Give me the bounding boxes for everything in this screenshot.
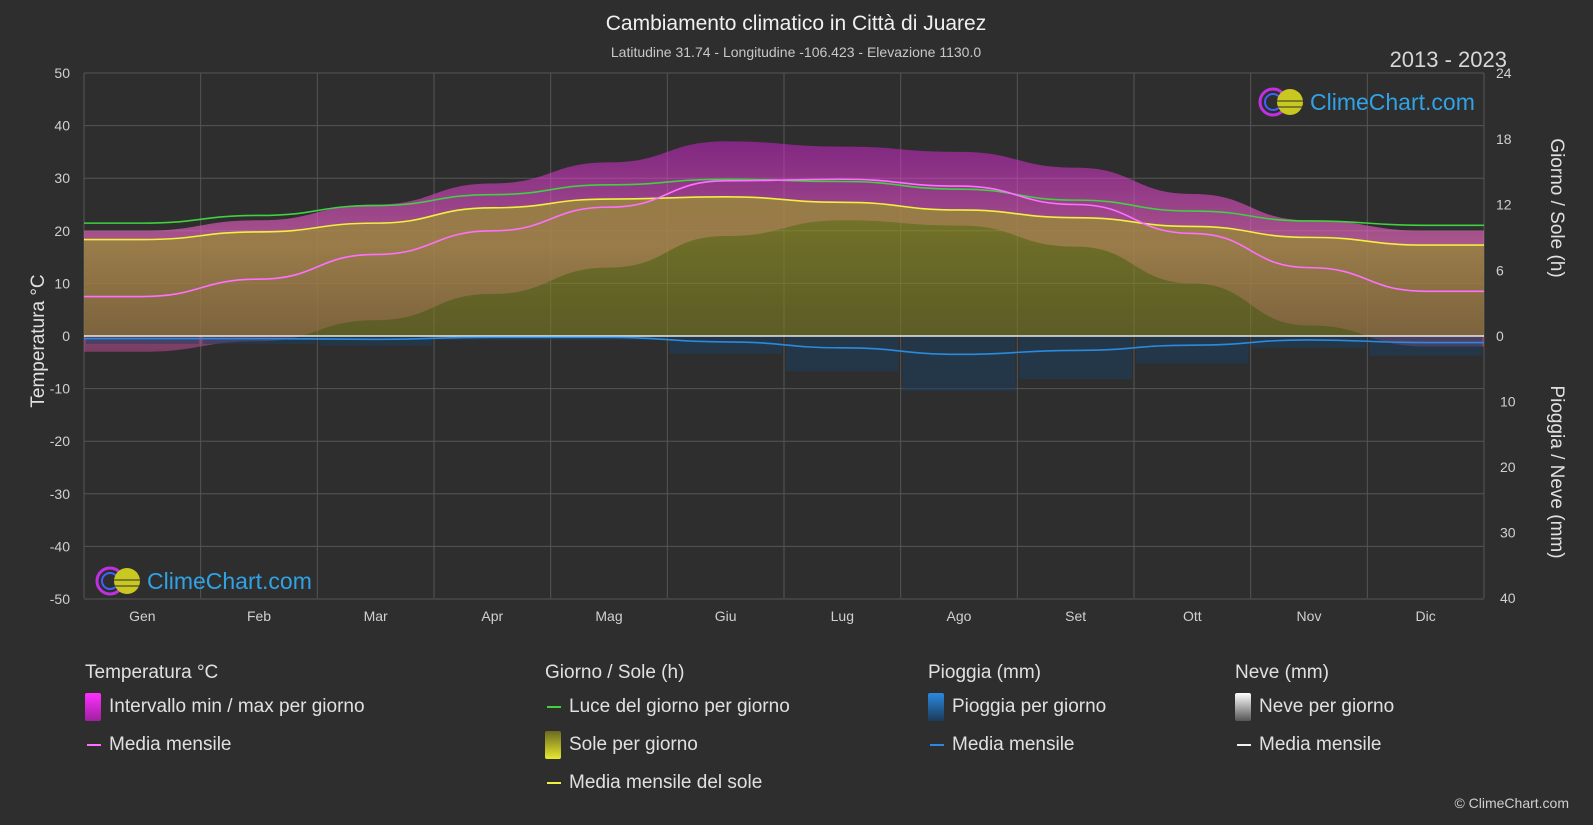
y-left-tick-label: -10: [50, 381, 70, 397]
y-left-tick-label: -50: [50, 591, 70, 607]
legend-heading: Pioggia (mm): [928, 662, 1041, 683]
legend-item: Media mensile del sole: [545, 764, 790, 802]
sun-area: [84, 196, 1484, 336]
legend-item: Media mensile: [1235, 726, 1394, 764]
y-right-top-tick-label: 24: [1496, 65, 1512, 81]
legend-label: Pioggia per giorno: [952, 696, 1107, 717]
legend-label: Media mensile: [109, 734, 232, 755]
legend-label: Media mensile: [952, 734, 1075, 755]
y-left-tick-label: -20: [50, 433, 70, 449]
rain-bar: [319, 336, 432, 346]
legend-item: Luce del giorno per giorno: [545, 688, 790, 726]
x-tick-label: Ott: [1183, 608, 1202, 624]
y-right-top-tick-label: 6: [1496, 262, 1504, 278]
x-tick-label: Lug: [831, 608, 854, 624]
y-right-top-tick-label: 0: [1496, 328, 1504, 344]
legend-temperature: Temperatura °C Intervallo min / max per …: [85, 662, 365, 764]
x-tick-label: Nov: [1297, 608, 1322, 624]
x-tick-label: Mar: [364, 608, 388, 624]
legend-label: Media mensile del sole: [569, 772, 763, 793]
rain-bar: [902, 336, 1016, 392]
year-range: 2013 - 2023: [1390, 47, 1507, 72]
legend-label: Intervallo min / max per giorno: [109, 696, 365, 717]
brand-logo-bottom: ClimeChart.com: [95, 565, 312, 597]
x-tick-label: Dic: [1416, 608, 1436, 624]
rain-bar: [1019, 336, 1132, 380]
rain-bar: [86, 336, 199, 344]
chart-title: Cambiamento climatico in Città di Juarez: [606, 12, 986, 35]
sun-mean-swatch: [547, 782, 561, 784]
temp-mean-swatch: [87, 744, 101, 746]
legend-item: Sole per giorno: [545, 726, 790, 764]
y-right-bottom-tick-label: 40: [1500, 590, 1516, 606]
x-tick-label: Mag: [595, 608, 622, 624]
y-right-top-tick-label: 18: [1496, 131, 1512, 147]
rain-mean-line: [84, 336, 1484, 356]
legend-label: Neve per giorno: [1259, 696, 1395, 717]
y-left-tick-label: 20: [54, 223, 70, 239]
y-left-tick-label: 50: [54, 65, 70, 81]
legend-label: Sole per giorno: [569, 734, 698, 755]
climechart-logo-icon: [1258, 87, 1303, 117]
y-left-tick-label: 10: [54, 275, 70, 291]
sun-swatch: [545, 731, 561, 759]
sun-mean-line: [84, 196, 1484, 246]
x-tick-label: Feb: [247, 608, 271, 624]
x-tick-label: Ago: [947, 608, 972, 624]
rain-bar: [669, 336, 782, 354]
y-left-tick-label: 30: [54, 170, 70, 186]
brand-text: ClimeChart.com: [1310, 88, 1475, 115]
x-tick-label: Gen: [129, 608, 155, 624]
legend-heading: Neve (mm): [1235, 662, 1329, 683]
y-left-tick-label: 40: [54, 118, 70, 134]
y-left-tick-label: -30: [50, 486, 70, 502]
rain-mean-swatch: [930, 744, 944, 746]
brand-logo-top: ClimeChart.com: [1258, 86, 1475, 118]
rain-bar: [1252, 336, 1366, 348]
copyright: © ClimeChart.com: [1454, 795, 1569, 811]
legend-snow: Neve (mm) Neve per giorno Media mensile: [1235, 662, 1394, 764]
daylight-swatch: [547, 706, 561, 708]
y-right-bottom-tick-label: 20: [1500, 459, 1516, 475]
snow-mean-swatch: [1237, 744, 1251, 746]
legend-item: Intervallo min / max per giorno: [85, 688, 365, 726]
legend-item: Media mensile: [85, 726, 365, 764]
snow-swatch: [1235, 693, 1251, 721]
rain-bar: [202, 336, 316, 344]
plot-area: 50 40 30 20 10 0 -10 -20 -30 -40 -50 24 18 12 6 0 10 20 30…: [50, 65, 1516, 624]
y-right-bottom-tick-label: 30: [1500, 525, 1516, 541]
y-right-top-tick-label: 12: [1496, 197, 1512, 213]
temp-mean-line: [84, 178, 1484, 298]
rain-bar: [1369, 336, 1482, 356]
x-tick-label: Apr: [481, 608, 503, 624]
legend-heading: Temperatura °C: [85, 662, 219, 683]
chart-subtitle: Latitudine 31.74 - Longitudine -106.423 …: [611, 44, 981, 60]
y-left-label: Temperatura °C: [28, 274, 49, 407]
y-left-tick-label: 0: [62, 328, 70, 344]
legend-label: Media mensile: [1259, 734, 1382, 755]
temp-range-swatch: [85, 693, 101, 721]
x-tick-label: Set: [1065, 608, 1086, 624]
legend-daylight: Giorno / Sole (h) Luce del giorno per gi…: [545, 662, 790, 802]
legend-item: Pioggia per giorno: [928, 688, 1106, 726]
y-right-bottom-tick-label: 10: [1500, 394, 1516, 410]
legend-item: Media mensile: [928, 726, 1106, 764]
legend-item: Neve per giorno: [1235, 688, 1394, 726]
rain-bar: [1136, 336, 1249, 364]
y-left-tick-label: -40: [50, 538, 70, 554]
legend-heading: Giorno / Sole (h): [545, 662, 685, 683]
rain-swatch: [928, 693, 944, 721]
y-right-top-label: Giorno / Sole (h): [1546, 138, 1567, 277]
rain-bar: [786, 336, 899, 372]
legend-rain: Pioggia (mm) Pioggia per giorno Media me…: [928, 662, 1106, 764]
x-tick-label: Giu: [715, 608, 737, 624]
brand-text: ClimeChart.com: [147, 567, 312, 594]
legend-label: Luce del giorno per giorno: [569, 696, 790, 717]
y-right-bottom-label: Pioggia / Neve (mm): [1546, 385, 1567, 558]
climechart-logo-icon: [95, 566, 140, 596]
